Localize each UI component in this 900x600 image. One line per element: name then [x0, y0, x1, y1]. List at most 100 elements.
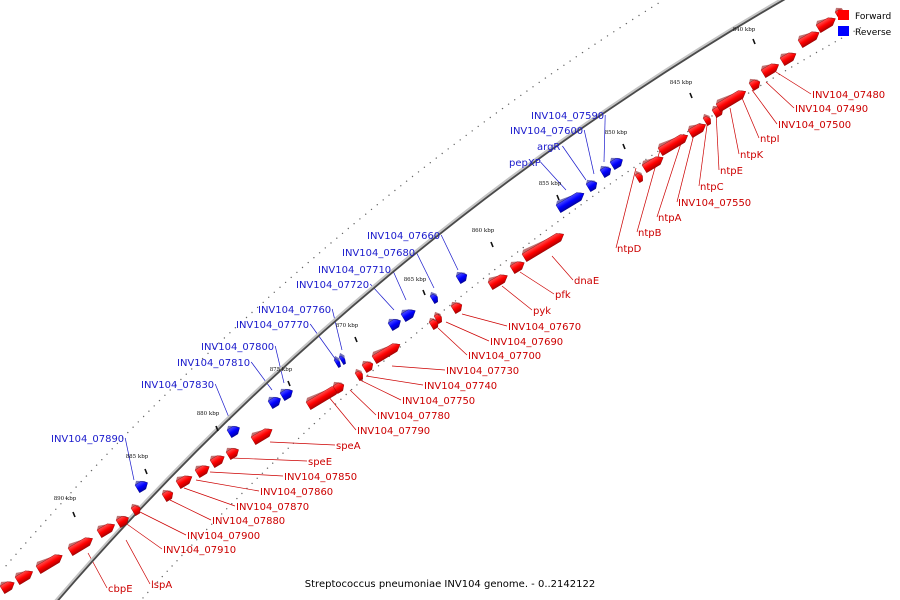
label-leader-line — [583, 129, 595, 175]
scale-dot — [324, 247, 326, 249]
backbone-line — [57, 0, 786, 600]
scale-dot — [471, 130, 473, 132]
scale-dot — [240, 321, 242, 324]
scale-dot — [231, 503, 233, 505]
scale-dot — [747, 92, 750, 94]
forward-gene-arrow — [115, 515, 129, 528]
label-leader-line — [359, 379, 402, 401]
legend-forward-label: Forward — [855, 12, 891, 22]
scale-dot — [459, 139, 461, 141]
scale-dot — [557, 68, 559, 71]
forward-gene-label-inv104-07490: INV104_07490 — [795, 104, 868, 115]
scale-dot — [588, 47, 590, 50]
scale-dot — [212, 347, 215, 349]
scale-dot — [466, 291, 468, 293]
scale-dot — [229, 332, 231, 334]
reverse-gene-arrow — [455, 271, 468, 284]
scale-dot — [266, 467, 269, 469]
scale-tick-mark — [622, 143, 626, 150]
scale-dot — [557, 221, 559, 223]
forward-gene-arrow — [428, 317, 439, 330]
forward-gene-arrow — [779, 52, 797, 66]
label-leader-line — [183, 487, 236, 507]
scale-dot — [191, 544, 193, 546]
scale-dot — [340, 398, 342, 400]
scale-dot — [268, 296, 270, 298]
label-leader-line — [751, 89, 778, 125]
forward-gene-label-inv104-07900: INV104_07900 — [187, 531, 260, 542]
scale-dot — [421, 327, 423, 330]
scale-dot — [538, 81, 540, 84]
scale-dot — [499, 264, 502, 266]
scale-dot — [353, 223, 355, 225]
forward-gene-arrow — [634, 170, 643, 183]
gene-labels: INV104_07480 INV104_07490 INV104_07500 ntpI… — [51, 90, 885, 595]
scale-dot — [341, 232, 344, 235]
label-leader-line — [676, 125, 697, 203]
scale-dot — [639, 162, 641, 165]
forward-gene-arrow — [14, 570, 34, 585]
scale-dot — [784, 70, 787, 72]
scale-dot — [609, 183, 612, 185]
scale-dot — [514, 99, 516, 101]
scale-ticks: 840 kbp 845 kbp 850 kbp 855 kbp 860 kbp 865 k… — [54, 27, 756, 518]
scale-tick-label: 880 kbp — [197, 411, 220, 417]
label-leader-line — [715, 111, 720, 171]
scale-dot — [416, 332, 418, 334]
scale-tick-mark — [422, 289, 426, 296]
forward-gene-label-lspa: lspA — [151, 580, 172, 591]
scale-dot — [633, 166, 635, 169]
scale-dot — [196, 363, 198, 365]
forward-gene-arrow — [175, 475, 193, 489]
scale-tick-label: 855 kbp — [539, 181, 562, 187]
scale-dot — [75, 486, 77, 488]
scale-dot — [50, 514, 52, 516]
scale-dot — [116, 442, 119, 445]
scale-dot — [581, 51, 584, 54]
scale-dot — [376, 204, 378, 206]
scale-dot — [606, 35, 609, 37]
forward-gene-label-inv104-07480: INV104_07480 — [812, 90, 885, 101]
forward-gene-label-inv104-07700: INV104_07700 — [468, 351, 541, 362]
scale-dot — [447, 148, 449, 150]
scale-dot — [347, 227, 349, 230]
scale-dot — [563, 64, 565, 67]
scale-dot — [156, 581, 159, 583]
scale-dot — [443, 309, 445, 311]
scale-dot — [429, 162, 431, 164]
scale-dot — [815, 51, 818, 54]
scale-dot — [218, 342, 220, 344]
reverse-gene-arrow — [226, 425, 240, 438]
forward-gene-label-inv104-07730: INV104_07730 — [446, 366, 519, 377]
label-leader-line — [349, 389, 377, 416]
forward-gene-label-ntpc: ntpC — [700, 182, 724, 193]
caption: Streptococcus pneumoniae INV104 genome. … — [305, 579, 595, 590]
scale-dot — [201, 533, 203, 536]
label-leader-line — [775, 71, 812, 95]
reverse-gene-label-inv104-07660: INV104_07660 — [367, 231, 440, 242]
label-leader-line — [309, 323, 337, 361]
label-leader-line — [124, 437, 135, 481]
scale-dot — [365, 213, 367, 215]
scale-dot — [488, 273, 490, 275]
scale-dot — [256, 477, 258, 479]
scale-dot — [35, 531, 37, 533]
scale-dot — [158, 399, 161, 402]
reverse-gene-label-inv104-07600: INV104_07600 — [510, 126, 583, 137]
scale-tick-mark — [72, 511, 76, 518]
scale-dot — [279, 286, 281, 288]
scale-tick-label: 885 kbp — [126, 454, 149, 460]
scale-dot — [284, 281, 287, 284]
scale-dot — [501, 107, 504, 110]
scale-dot — [477, 125, 479, 128]
scale-dot — [592, 195, 594, 198]
reverse-gene-arrow — [267, 396, 281, 409]
scale-dot — [206, 528, 208, 531]
scale-dot — [132, 426, 134, 428]
scale-dot — [221, 513, 223, 515]
forward-gene-label-ntpa: ntpA — [658, 213, 682, 224]
scale-dot — [399, 346, 401, 348]
forward-gene-arrow — [657, 134, 689, 156]
scale-dot — [151, 586, 154, 588]
scale-dot — [383, 360, 385, 362]
